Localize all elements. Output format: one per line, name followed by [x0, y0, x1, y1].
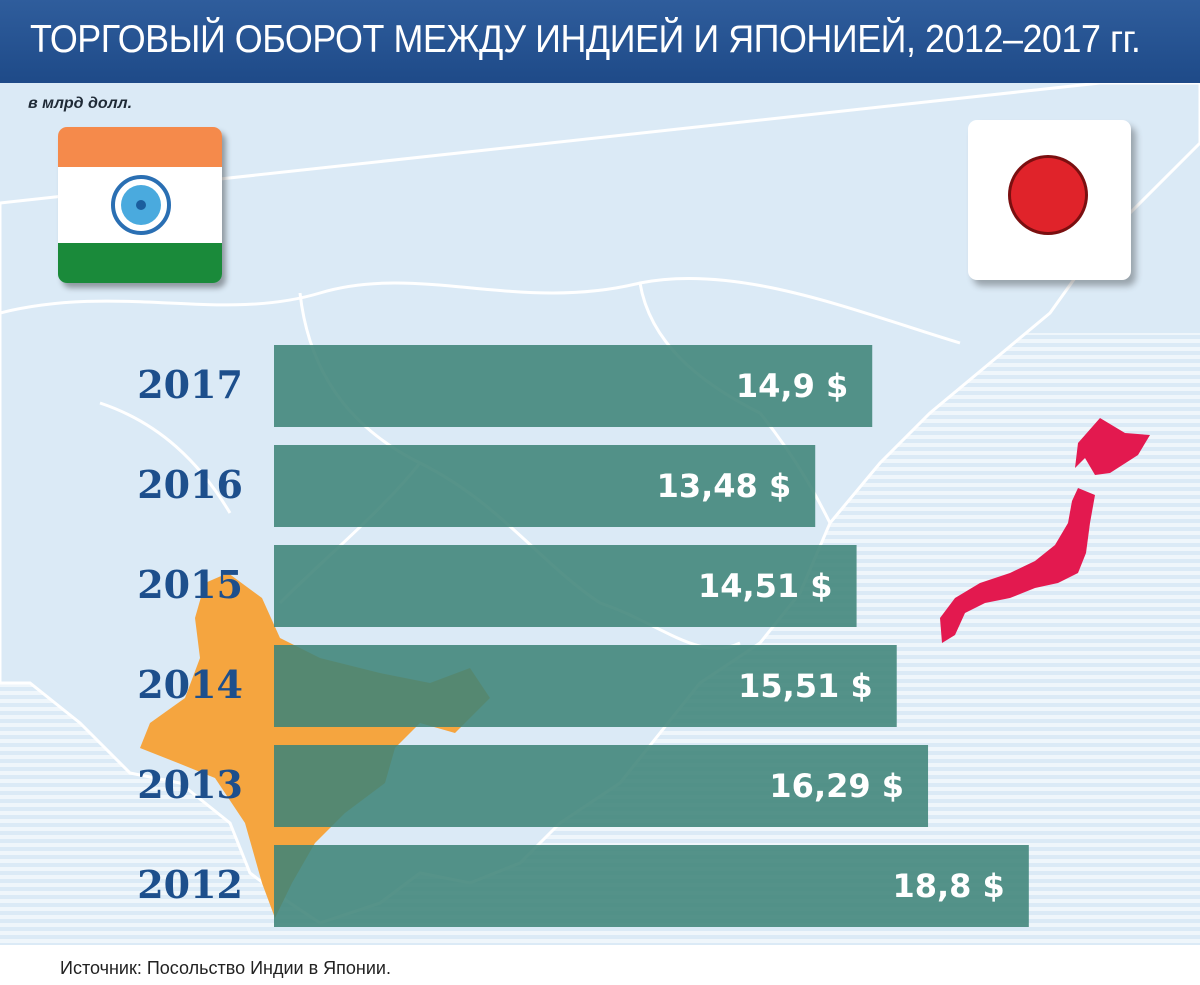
bar-2015: [274, 545, 857, 627]
value-label-2014: 15,51 $: [738, 667, 873, 705]
japan-shape: [940, 418, 1150, 643]
value-label-2013: 16,29 $: [769, 767, 904, 805]
bar-2014: [274, 645, 897, 727]
japan-flag-icon: [968, 120, 1131, 280]
bar-2012: [274, 845, 1029, 927]
year-label-2015: 2015: [137, 562, 243, 607]
year-label-2016: 2016: [137, 462, 243, 507]
japan-flag-disc: [1011, 158, 1085, 232]
year-label-2012: 2012: [137, 862, 243, 907]
year-label-2014: 2014: [137, 662, 243, 707]
value-label-2017: 14,9 $: [736, 367, 848, 405]
year-label-2017: 2017: [137, 362, 243, 407]
source-note: Источник: Посольство Индии в Японии.: [60, 958, 391, 978]
value-label-2012: 18,8 $: [892, 867, 1004, 905]
bar-2016: [274, 445, 816, 527]
bar-2017: [274, 345, 873, 427]
page-title: ТОРГОВЫЙ ОБОРОТ МЕЖДУ ИНДИЕЙ И ЯПОНИЕЙ, …: [30, 18, 1141, 61]
bar-2013: [274, 745, 929, 827]
year-label-2013: 2013: [137, 762, 243, 807]
ashoka-chakra-icon: [111, 175, 171, 235]
unit-label: в млрд долл.: [28, 95, 133, 112]
header-bar: ТОРГОВЫЙ ОБОРОТ МЕЖДУ ИНДИЕЙ И ЯПОНИЕЙ, …: [0, 0, 1200, 83]
india-flag-icon: [58, 127, 222, 283]
value-label-2015: 14,51 $: [698, 567, 833, 605]
value-label-2016: 13,48 $: [657, 467, 792, 505]
